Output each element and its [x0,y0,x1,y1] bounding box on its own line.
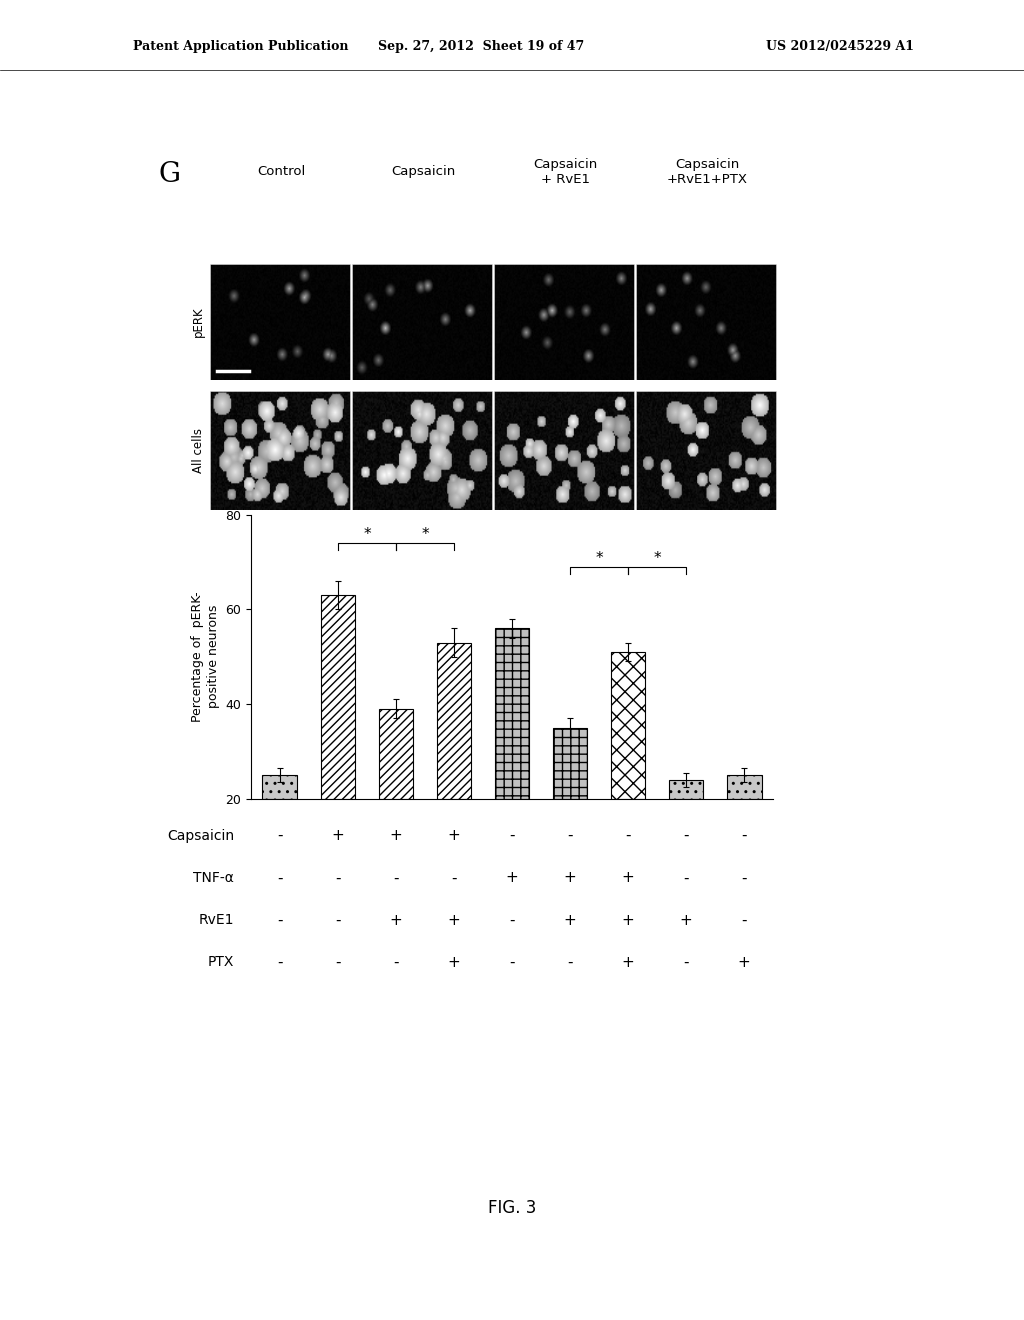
Text: -: - [393,954,398,970]
Text: +: + [563,870,577,886]
Text: +: + [622,954,635,970]
Text: -: - [683,828,689,843]
Text: All cells: All cells [193,428,205,473]
Text: +: + [622,870,635,886]
Text: -: - [278,828,283,843]
Text: -: - [335,954,341,970]
Text: Capsaicin
+ RvE1: Capsaicin + RvE1 [534,157,597,186]
Text: -: - [452,870,457,886]
Text: +: + [389,912,402,928]
Text: Sep. 27, 2012  Sheet 19 of 47: Sep. 27, 2012 Sheet 19 of 47 [378,40,585,53]
Text: -: - [278,954,283,970]
Text: Capsaicin: Capsaicin [391,165,455,178]
Text: pERK: pERK [193,306,205,338]
Text: +: + [447,828,461,843]
Text: -: - [509,912,515,928]
Text: Capsaicin
+RvE1+PTX: Capsaicin +RvE1+PTX [667,157,748,186]
Text: -: - [626,828,631,843]
Bar [553,727,588,799]
Bar [495,628,529,799]
Text: -: - [509,954,515,970]
Text: +: + [447,912,461,928]
Text: Capsaicin: Capsaicin [167,829,233,842]
Text: +: + [737,954,751,970]
Text: *: * [364,527,371,543]
Text: -: - [335,912,341,928]
Text: PTX: PTX [208,956,233,969]
Bar [436,643,471,799]
Text: +: + [622,912,635,928]
Text: G: G [159,161,180,189]
Text: Patent Application Publication: Patent Application Publication [133,40,348,53]
Bar [262,775,297,799]
Text: RvE1: RvE1 [199,913,233,927]
Bar [379,709,414,799]
Text: -: - [278,870,283,886]
Text: +: + [563,912,577,928]
Bar [669,780,703,799]
Y-axis label: Percentage of  pERK-
positive neurons: Percentage of pERK- positive neurons [190,591,219,722]
Text: -: - [741,828,746,843]
Text: US 2012/0245229 A1: US 2012/0245229 A1 [766,40,913,53]
Text: FIG. 3: FIG. 3 [487,1199,537,1217]
Bar [321,595,355,799]
Text: -: - [741,912,746,928]
Text: *: * [595,550,603,566]
Text: -: - [567,954,572,970]
Text: -: - [683,870,689,886]
Text: -: - [509,828,515,843]
Text: TNF-α: TNF-α [194,871,233,884]
Text: +: + [680,912,692,928]
Bar [727,775,762,799]
Bar [610,652,645,799]
Text: -: - [683,954,689,970]
Text: +: + [389,828,402,843]
Text: -: - [567,828,572,843]
Text: *: * [653,550,660,566]
Text: -: - [335,870,341,886]
Text: Control: Control [257,165,305,178]
Text: +: + [332,828,344,843]
Text: -: - [741,870,746,886]
Text: +: + [506,870,518,886]
Text: +: + [447,954,461,970]
Text: -: - [278,912,283,928]
Text: *: * [421,527,429,543]
Text: -: - [393,870,398,886]
